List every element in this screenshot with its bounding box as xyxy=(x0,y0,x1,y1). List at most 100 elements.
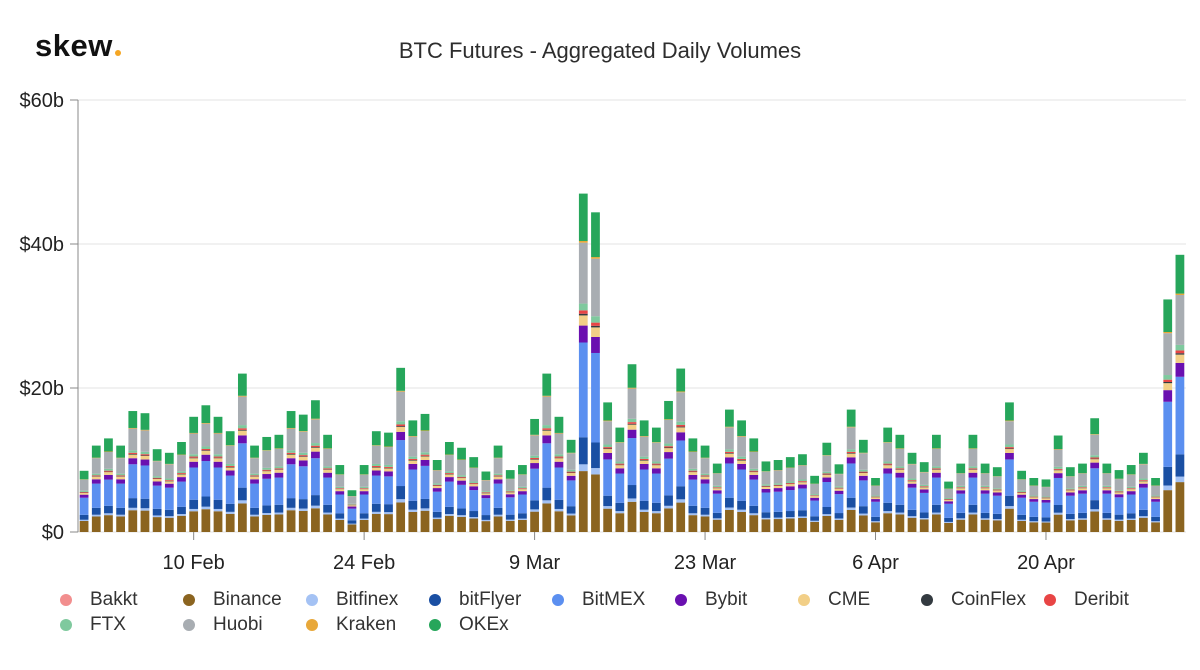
bar-segment-bitfinex xyxy=(578,464,588,472)
bar-segment-deribit xyxy=(664,446,673,448)
bar-segment-ftx xyxy=(639,456,649,459)
legend-item-bitfinex[interactable]: Bitfinex xyxy=(306,589,429,611)
bar-segment-huobi xyxy=(1065,476,1075,489)
bar-segment-cme xyxy=(968,469,978,473)
bar-segment-okex xyxy=(1041,479,1051,487)
bar-segment-bybit xyxy=(152,481,162,486)
bar-segment-cme xyxy=(530,459,539,464)
bar-segment-ftx xyxy=(992,488,1002,490)
bar-segment-bybit xyxy=(1139,483,1148,488)
bar-segment-kraken xyxy=(371,445,381,446)
bar-segment-bitfinex xyxy=(1090,509,1100,512)
bar-segment-bitmex xyxy=(542,443,552,488)
bar-segment-ftx xyxy=(1017,490,1027,492)
bar-segment-cme xyxy=(725,453,734,458)
bar-segment-coinflex xyxy=(311,447,320,448)
legend-swatch xyxy=(306,618,318,631)
bar-segment-bybit xyxy=(1029,499,1039,502)
bar-segment-cme xyxy=(420,456,430,460)
bar-segment-cme xyxy=(615,465,625,469)
bar-segment-bitfinex xyxy=(152,515,162,518)
bar-segment-okex xyxy=(871,478,880,486)
bar-segment-binance xyxy=(1017,520,1027,532)
bar-segment-binance xyxy=(1005,508,1014,532)
bar-segment-bitflyer xyxy=(347,520,357,524)
bar-segment-bitmex xyxy=(79,497,89,515)
legend-item-cme[interactable]: CME xyxy=(798,589,921,611)
bar-segment-bybit xyxy=(591,336,600,353)
bar-segment-cme xyxy=(298,456,308,461)
bar-segment-deribit xyxy=(1139,480,1148,481)
bar-segment-bybit xyxy=(481,495,491,499)
legend-item-bybit[interactable]: Bybit xyxy=(675,589,798,611)
bar-segment-bybit xyxy=(749,474,759,480)
bar-segment-cme xyxy=(1053,470,1063,474)
bar-segment-kraken xyxy=(213,432,223,434)
bar-segment-binance xyxy=(554,511,564,532)
bar-segment-bitmex xyxy=(1175,376,1185,455)
bar-segment-bybit xyxy=(542,435,552,444)
bar-segment-bitmex xyxy=(1090,468,1100,501)
bar-segment-bitflyer xyxy=(785,511,795,518)
bar-segment-okex xyxy=(164,452,174,464)
bar-segment-deribit xyxy=(712,487,722,488)
bar-segment-kraken xyxy=(408,436,418,437)
legend-item-huobi[interactable]: Huobi xyxy=(183,614,306,636)
bar-segment-bitmex xyxy=(1041,502,1051,518)
bar-segment-bitmex xyxy=(384,476,393,505)
bar-segment-kraken xyxy=(603,420,613,422)
bar-segment-huobi xyxy=(992,476,1002,489)
bar-segment-huobi xyxy=(1029,485,1039,496)
legend-item-bakkt[interactable]: Bakkt xyxy=(60,589,183,611)
bar-segment-ftx xyxy=(481,491,491,493)
bar-segment-bybit xyxy=(676,432,686,441)
bar-segment-ftx xyxy=(700,473,710,476)
bar-segment-cme xyxy=(651,465,661,469)
bar-segment-bybit xyxy=(189,461,199,468)
bar-segment-binance xyxy=(213,511,223,532)
bar-segment-bitflyer xyxy=(1151,516,1160,522)
y-tick-label: $60b xyxy=(20,90,65,112)
bar-segment-deribit xyxy=(1005,447,1014,449)
bar-segment-bitmex xyxy=(274,477,284,505)
bar-segment-bitfinex xyxy=(615,511,625,514)
bar-segment-coinflex xyxy=(408,460,418,461)
bar-segment-bitflyer xyxy=(700,507,710,515)
legend-item-binance[interactable]: Binance xyxy=(183,589,306,611)
bar-segment-bitmex xyxy=(1029,501,1039,517)
bar-segment-okex xyxy=(980,463,990,474)
legend-item-ftx[interactable]: FTX xyxy=(60,614,183,636)
bar-segment-huobi xyxy=(298,431,308,453)
legend-item-deribit[interactable]: Deribit xyxy=(1044,589,1167,611)
legend-label: BitMEX xyxy=(582,588,646,610)
bar-segment-deribit xyxy=(274,468,284,470)
legend-item-bitmex[interactable]: BitMEX xyxy=(552,589,675,611)
bar-segment-okex xyxy=(798,454,807,466)
bar-segment-binance xyxy=(688,515,698,532)
bar-segment-cme xyxy=(237,430,247,436)
bar-segment-okex xyxy=(603,402,613,421)
bar-segment-bitflyer xyxy=(712,512,722,519)
bar-segment-huobi xyxy=(566,453,576,470)
bar-segment-bitflyer xyxy=(725,497,734,508)
bar-segment-cme xyxy=(578,315,588,326)
bar-segment-okex xyxy=(822,442,832,456)
bar-segment-bitfinex xyxy=(895,512,905,515)
bar-segment-bybit xyxy=(1175,362,1185,377)
legend-item-okex[interactable]: OKEx xyxy=(429,614,552,636)
bar-segment-binance xyxy=(749,515,759,532)
bar-segment-bitflyer xyxy=(311,495,320,506)
bar-segment-bitmex xyxy=(505,497,515,515)
bar-segment-ftx xyxy=(1126,486,1136,489)
bar-segment-deribit xyxy=(201,448,211,451)
bar-segment-bitfinex xyxy=(213,508,223,512)
bar-segment-binance xyxy=(323,514,332,532)
bar-segment-binance xyxy=(1126,519,1136,532)
bar-segment-binance xyxy=(432,519,442,532)
legend-item-coinflex[interactable]: CoinFlex xyxy=(921,589,1044,611)
bar-segment-bitflyer xyxy=(1065,513,1075,520)
legend-item-kraken[interactable]: Kraken xyxy=(306,614,429,636)
bar-segment-bitflyer xyxy=(116,507,125,515)
bar-segment-binance xyxy=(1175,482,1185,532)
legend-item-bitflyer[interactable]: bitFlyer xyxy=(429,589,552,611)
